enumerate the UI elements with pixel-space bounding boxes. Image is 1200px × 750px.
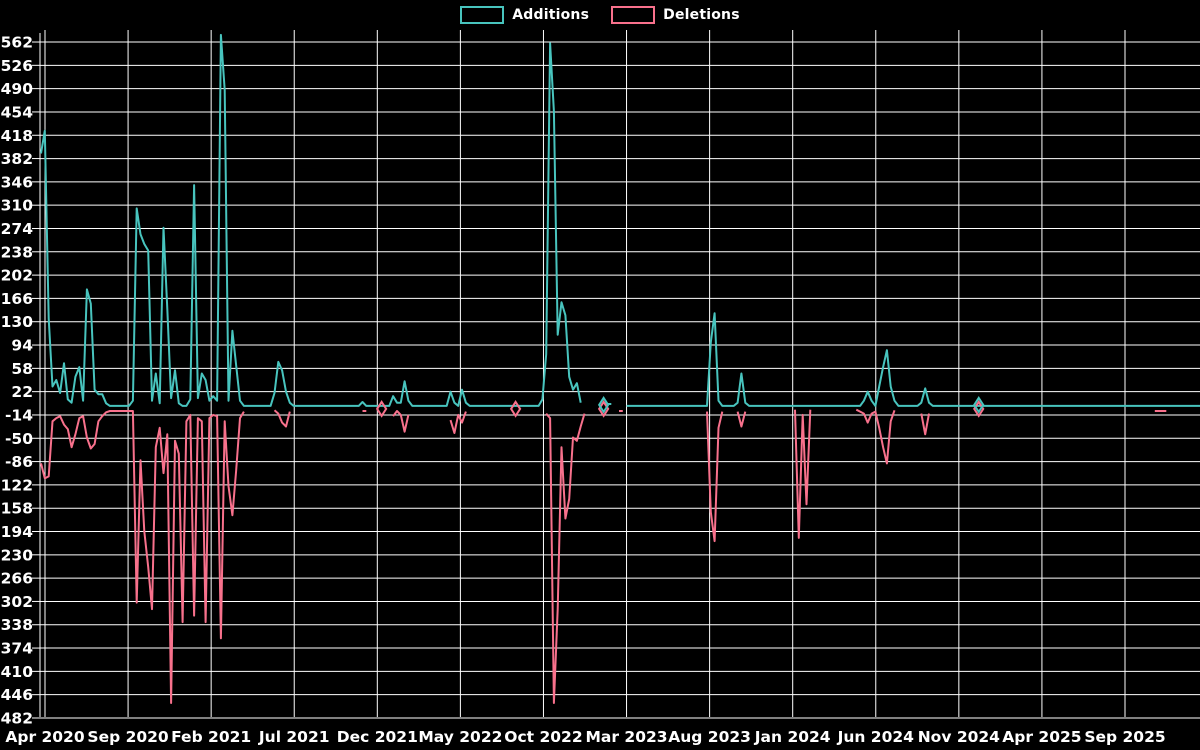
svg-text:22: 22 (11, 383, 33, 401)
svg-text:Sep 2025: Sep 2025 (1084, 728, 1165, 746)
svg-text:238: 238 (1, 243, 33, 261)
svg-text:-266: -266 (0, 570, 33, 588)
svg-text:-302: -302 (0, 593, 33, 611)
svg-text:Apr 2020: Apr 2020 (5, 728, 84, 746)
svg-text:Mar 2023: Mar 2023 (585, 728, 667, 746)
svg-text:562: 562 (1, 34, 33, 52)
svg-text:202: 202 (1, 267, 33, 285)
deletions-swatch (611, 6, 656, 24)
deletions-legend-label: Deletions (663, 7, 740, 23)
svg-text:-410: -410 (0, 663, 33, 681)
additions-swatch (460, 6, 505, 24)
svg-text:Sep 2020: Sep 2020 (87, 728, 169, 746)
gridlines (32, 30, 1200, 719)
deletions-line (40, 408, 1167, 704)
svg-text:382: 382 (1, 150, 33, 168)
svg-text:Oct 2022: Oct 2022 (504, 728, 582, 746)
svg-text:58: 58 (11, 360, 33, 378)
svg-text:Jul 2021: Jul 2021 (258, 728, 330, 746)
svg-text:130: 130 (1, 313, 34, 331)
svg-text:274: 274 (1, 220, 34, 238)
svg-text:Jan 2024: Jan 2024 (754, 728, 831, 746)
svg-text:166: 166 (1, 290, 33, 308)
svg-text:-446: -446 (0, 686, 33, 704)
svg-text:490: 490 (1, 80, 34, 98)
svg-text:Dec 2021: Dec 2021 (337, 728, 418, 746)
svg-text:-338: -338 (0, 616, 33, 634)
legend-item-additions[interactable]: Additions (460, 6, 589, 24)
svg-text:526: 526 (1, 57, 33, 75)
svg-text:-230: -230 (0, 546, 33, 564)
chart-legend: Additions Deletions (0, 6, 1200, 24)
svg-text:346: 346 (1, 173, 33, 191)
svg-text:Aug 2023: Aug 2023 (668, 728, 751, 746)
svg-text:Nov 2024: Nov 2024 (918, 728, 1000, 746)
additions-legend-label: Additions (512, 7, 590, 23)
svg-text:-86: -86 (5, 453, 33, 471)
svg-text:-14: -14 (5, 406, 33, 424)
svg-text:Jun 2024: Jun 2024 (837, 728, 915, 746)
svg-text:Feb 2021: Feb 2021 (171, 728, 251, 746)
x-axis-labels: Apr 2020 Sep 2020 Feb 2021 Jul 2021 Dec 2021… (5, 728, 1165, 746)
svg-text:Apr 2025: Apr 2025 (1002, 728, 1081, 746)
svg-text:454: 454 (1, 103, 34, 121)
svg-text:310: 310 (1, 197, 34, 215)
svg-text:-158: -158 (0, 500, 33, 518)
additions-line (40, 33, 1200, 407)
svg-text:418: 418 (1, 127, 33, 145)
svg-text:-122: -122 (0, 476, 33, 494)
svg-text:-374: -374 (0, 640, 33, 658)
svg-text:May 2022: May 2022 (418, 728, 502, 746)
additions-markers (597, 396, 985, 414)
svg-text:-194: -194 (0, 523, 33, 541)
y-axis-labels: 562 526 490 454 418 382 346 310 274 238 202 166 130 9… (0, 34, 33, 728)
svg-text:-50: -50 (5, 430, 33, 448)
svg-text:94: 94 (11, 337, 33, 355)
svg-text:-482: -482 (0, 709, 33, 727)
legend-item-deletions[interactable]: Deletions (611, 6, 740, 24)
